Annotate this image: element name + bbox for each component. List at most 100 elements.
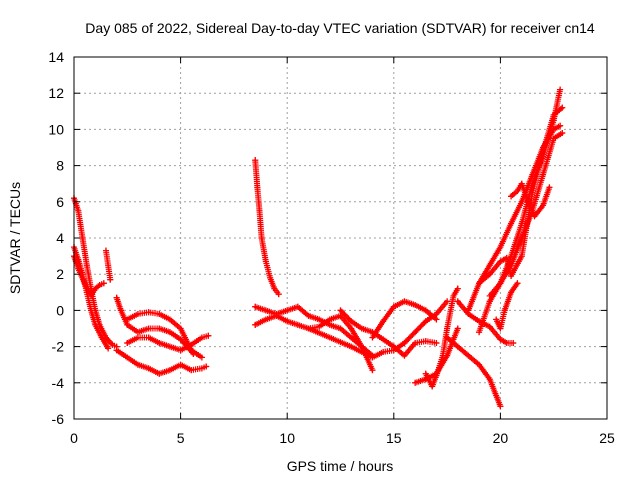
- data-point: [134, 334, 141, 341]
- data-point: [503, 339, 510, 346]
- data-point: [422, 307, 429, 314]
- data-point: [177, 336, 184, 343]
- data-point: [100, 280, 107, 287]
- data-point: [510, 339, 517, 346]
- data-point: [124, 316, 131, 323]
- series-track-6: [113, 347, 210, 377]
- series-track-8: [124, 309, 205, 361]
- data-point: [81, 280, 88, 287]
- data-point: [252, 157, 259, 164]
- data-point: [486, 323, 493, 330]
- data-point: [166, 316, 173, 323]
- x-axis-label: GPS time / hours: [287, 458, 394, 474]
- data-point: [113, 294, 120, 301]
- data-point: [429, 383, 436, 390]
- data-point: [102, 247, 109, 254]
- data-point: [337, 307, 344, 314]
- data-point: [262, 307, 269, 314]
- data-point: [358, 343, 365, 350]
- data-point: [525, 198, 532, 205]
- data-point: [98, 334, 105, 341]
- data-point: [134, 311, 141, 318]
- data-point: [117, 307, 124, 314]
- data-point: [503, 254, 510, 261]
- data-point: [348, 334, 355, 341]
- data-point: [486, 376, 493, 383]
- data-point: [557, 86, 564, 93]
- x-tick-label: 5: [177, 430, 185, 446]
- data-point: [107, 276, 114, 283]
- y-tick-labels: -6 -4 -2 0 2 4 6 8 10 12 14: [48, 49, 64, 427]
- y-tick-label: 0: [56, 302, 64, 318]
- data-point: [156, 311, 163, 318]
- x-tick-label: 15: [386, 430, 402, 446]
- data-point: [145, 334, 152, 341]
- data-point: [267, 274, 274, 281]
- data-point: [508, 273, 515, 280]
- data-point: [369, 367, 376, 374]
- data-point: [531, 213, 538, 220]
- y-axis-label: SDTVAR / TECUs: [7, 182, 23, 294]
- data-point: [198, 365, 205, 372]
- data-point: [508, 262, 515, 269]
- data-point: [369, 354, 376, 361]
- data-point: [380, 349, 387, 356]
- data-point: [514, 187, 521, 194]
- data-point: [422, 370, 429, 377]
- data-point: [134, 329, 141, 336]
- data-point: [518, 220, 525, 227]
- data-point: [546, 184, 553, 191]
- chart-title: Day 085 of 2022, Sidereal Day-to-day VTE…: [85, 20, 595, 36]
- data-point: [433, 316, 440, 323]
- data-point: [205, 332, 212, 339]
- data-point: [486, 271, 493, 278]
- data-point: [145, 309, 152, 316]
- data-point: [444, 298, 451, 305]
- x-tick-label: 20: [493, 430, 509, 446]
- data-point: [109, 341, 116, 348]
- data-point: [156, 339, 163, 346]
- data-point: [450, 292, 457, 299]
- data-point: [476, 280, 483, 287]
- x-tick-labels: 0 5 10 15 20 25: [70, 430, 615, 446]
- data-point: [326, 321, 333, 328]
- data-point: [433, 339, 440, 346]
- data-point: [256, 207, 263, 214]
- data-point: [203, 363, 210, 370]
- data-point: [476, 329, 483, 336]
- data-point: [540, 171, 547, 178]
- data-point: [145, 325, 152, 332]
- series-track-21: [476, 104, 566, 287]
- data-point: [326, 316, 333, 323]
- y-tick-label: 14: [48, 49, 64, 65]
- data-point: [271, 285, 278, 292]
- data-point: [369, 334, 376, 341]
- data-point: [540, 202, 547, 209]
- data-point: [305, 312, 312, 319]
- data-point: [550, 135, 557, 142]
- data-point: [518, 198, 525, 205]
- data-point: [433, 311, 440, 318]
- data-point: [493, 316, 500, 323]
- y-tick-label: 12: [48, 85, 64, 101]
- data-point: [412, 339, 419, 346]
- data-point: [508, 193, 515, 200]
- data-point: [412, 301, 419, 308]
- data-point: [380, 318, 387, 325]
- data-point: [465, 307, 472, 314]
- data-point: [92, 321, 99, 328]
- data-point: [508, 220, 515, 227]
- data-point: [156, 370, 163, 377]
- data-point: [476, 361, 483, 368]
- data-point: [401, 298, 408, 305]
- data-point: [284, 318, 291, 325]
- y-tick-label: 10: [48, 121, 64, 137]
- data-point: [258, 235, 265, 241]
- data-point: [316, 316, 323, 323]
- data-point: [422, 338, 429, 345]
- data-point: [156, 325, 163, 332]
- data-point: [501, 307, 508, 314]
- x-tick-label: 0: [70, 430, 78, 446]
- data-point: [497, 336, 504, 343]
